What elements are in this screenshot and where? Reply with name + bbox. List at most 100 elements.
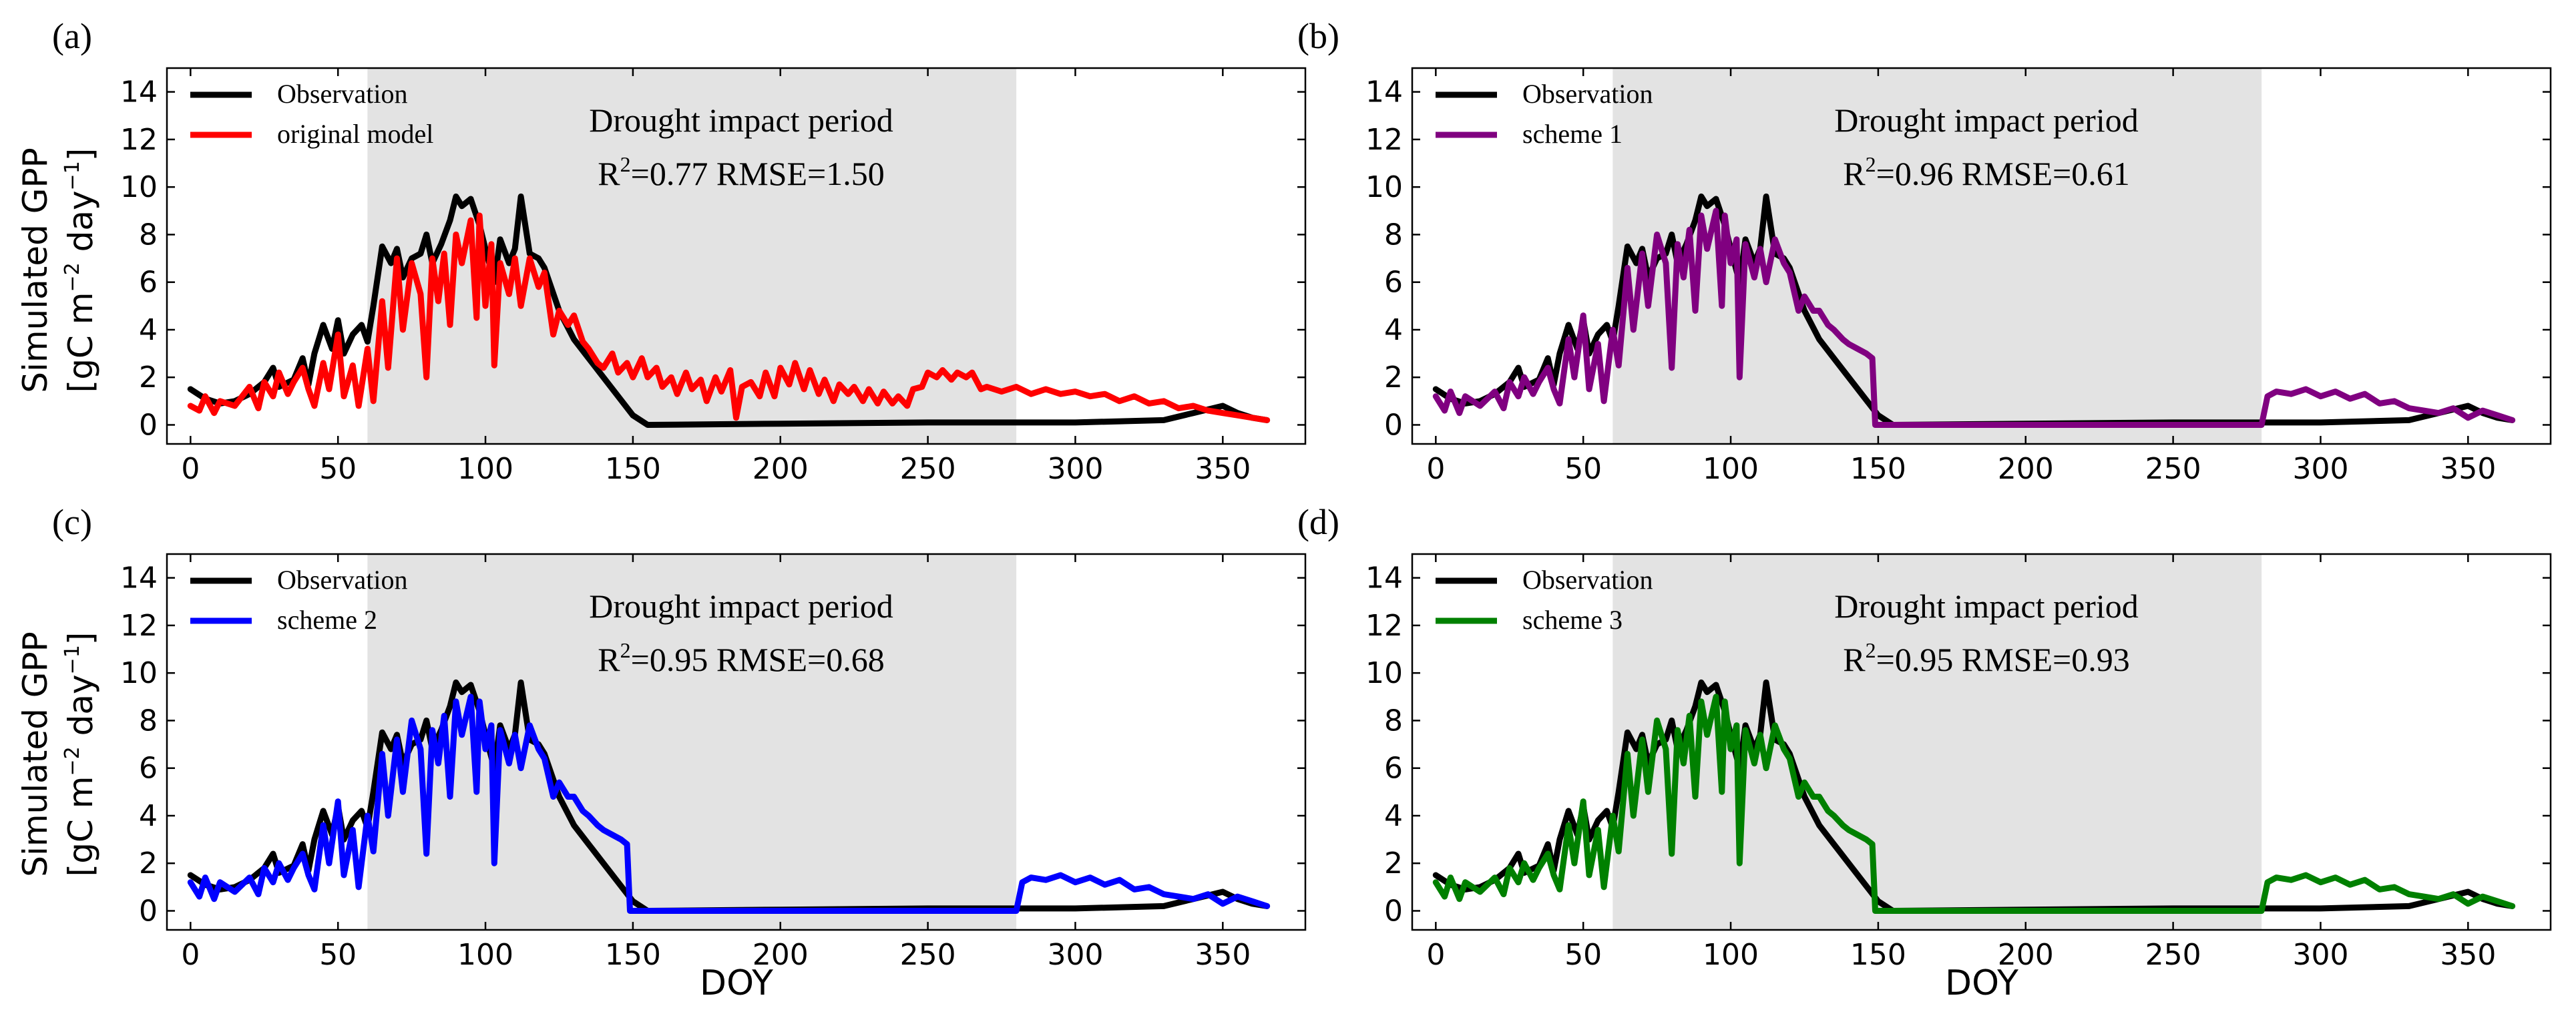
legend-label-model: scheme 2 bbox=[277, 605, 377, 635]
y-tick-label: 14 bbox=[1365, 561, 1403, 595]
series-model bbox=[1432, 208, 2516, 428]
panel-letter: (c) bbox=[52, 502, 92, 542]
y-tick-label: 8 bbox=[139, 704, 158, 738]
y-tick-label: 10 bbox=[120, 656, 158, 690]
annotation-title: Drought impact period bbox=[1834, 101, 2138, 139]
y-tick-label: 2 bbox=[1384, 360, 1403, 395]
plot-frame bbox=[1411, 67, 2552, 445]
x-tick-label: 0 bbox=[1426, 938, 1445, 972]
y-tick-label: 10 bbox=[1365, 656, 1403, 690]
figure-ylabel-bottom: Simulated GPP [gC m−2 day−1] bbox=[16, 631, 100, 877]
y-tick-label: 10 bbox=[120, 170, 158, 204]
y-tick-label: 2 bbox=[1384, 846, 1403, 880]
annotation-title: Drought impact period bbox=[589, 587, 893, 625]
y-tick-label: 6 bbox=[1384, 752, 1403, 786]
x-tick-label: 100 bbox=[457, 938, 513, 972]
series-model bbox=[187, 212, 1271, 423]
legend-label-model: original model bbox=[277, 119, 433, 149]
x-tick-label: 50 bbox=[1564, 452, 1602, 486]
y-tick-label: 4 bbox=[1384, 313, 1403, 347]
x-tick-label: 200 bbox=[753, 938, 809, 972]
x-tick-label: 150 bbox=[605, 452, 661, 486]
y-tick-label: 14 bbox=[120, 75, 158, 109]
y-tick-label: 0 bbox=[139, 894, 158, 928]
y-tick-label: 4 bbox=[139, 799, 158, 833]
y-tick-label: 4 bbox=[139, 313, 158, 347]
x-tick-label: 150 bbox=[1850, 452, 1906, 486]
x-tick-label: 100 bbox=[457, 452, 513, 486]
x-tick-label: 50 bbox=[319, 452, 357, 486]
annotation-stats: R2=0.77 RMSE=1.50 bbox=[598, 152, 884, 192]
panel-letter: (b) bbox=[1297, 16, 1339, 56]
y-tick-label: 12 bbox=[120, 609, 158, 643]
plot-frame bbox=[166, 67, 1307, 445]
x-tick-label: 250 bbox=[900, 452, 956, 486]
annotation-title: Drought impact period bbox=[589, 101, 893, 139]
x-tick-label: 150 bbox=[605, 938, 661, 972]
panel-d: 0 50 100 150 200 250 300 350 0 2 4 6 8 10 12 14 (d) Obser… bbox=[1297, 502, 2552, 972]
y-tick-label: 8 bbox=[1384, 704, 1403, 738]
y-tick-label: 6 bbox=[139, 752, 158, 786]
legend-label-model: scheme 1 bbox=[1522, 119, 1623, 149]
panel-a: 0 50 100 150 200 250 300 350 0 2 4 6 8 10 12 14 (a) Obser… bbox=[52, 16, 1307, 486]
x-tick-label: 50 bbox=[319, 938, 357, 972]
y-tick-label: 6 bbox=[1384, 266, 1403, 300]
xlabel-right: DOY bbox=[1945, 963, 2018, 1003]
y-tick-label: 0 bbox=[1384, 894, 1403, 928]
y-tick-label: 10 bbox=[1365, 170, 1403, 204]
y-tick-label: 6 bbox=[139, 266, 158, 300]
y-tick-label: 0 bbox=[139, 408, 158, 442]
plot-frame bbox=[166, 553, 1307, 931]
y-tick-label: 4 bbox=[1384, 799, 1403, 833]
plot-frame bbox=[1411, 553, 2552, 931]
y-tick-label: 2 bbox=[139, 846, 158, 880]
figure-ylabel-top: Simulated GPP [gC m−2 day−1] bbox=[16, 148, 100, 393]
x-tick-label: 50 bbox=[1564, 938, 1602, 972]
annotation-stats: R2=0.96 RMSE=0.61 bbox=[1843, 152, 2129, 192]
x-tick-label: 250 bbox=[900, 938, 956, 972]
annotation-stats: R2=0.95 RMSE=0.93 bbox=[1843, 638, 2129, 678]
x-tick-label: 0 bbox=[181, 452, 200, 486]
y-tick-label: 14 bbox=[120, 561, 158, 595]
x-tick-label: 250 bbox=[2145, 452, 2201, 486]
x-tick-label: 200 bbox=[1998, 452, 2054, 486]
y-tick-label: 8 bbox=[139, 218, 158, 252]
x-tick-label: 0 bbox=[1426, 452, 1445, 486]
x-tick-label: 350 bbox=[1195, 452, 1251, 486]
x-tick-label: 0 bbox=[181, 938, 200, 972]
x-tick-label: 150 bbox=[1850, 938, 1906, 972]
y-tick-label: 8 bbox=[1384, 218, 1403, 252]
x-tick-label: 300 bbox=[1047, 452, 1103, 486]
y-tick-label: 12 bbox=[1365, 609, 1403, 643]
panel-b: 0 50 100 150 200 250 300 350 0 2 4 6 8 10 12 14 (b) Obser… bbox=[1297, 16, 2552, 486]
panel-letter: (a) bbox=[52, 16, 92, 56]
ylabel-line1: Simulated GPP bbox=[16, 148, 55, 393]
series-model bbox=[1432, 694, 2516, 914]
legend-label-observation: Observation bbox=[277, 79, 408, 109]
legend-label-model: scheme 3 bbox=[1522, 605, 1623, 635]
y-tick-label: 0 bbox=[1384, 408, 1403, 442]
y-tick-label: 12 bbox=[120, 123, 158, 157]
x-tick-label: 250 bbox=[2145, 938, 2201, 972]
legend-label-observation: Observation bbox=[1522, 79, 1653, 109]
ylabel-line1: Simulated GPP bbox=[16, 631, 55, 877]
x-tick-label: 300 bbox=[2292, 938, 2348, 972]
x-tick-label: 100 bbox=[1703, 452, 1759, 486]
legend-label-observation: Observation bbox=[277, 565, 408, 595]
x-tick-label: 350 bbox=[1195, 938, 1251, 972]
y-tick-label: 14 bbox=[1365, 75, 1403, 109]
x-tick-label: 200 bbox=[1998, 938, 2054, 972]
x-tick-label: 350 bbox=[2440, 938, 2496, 972]
legend-label-observation: Observation bbox=[1522, 565, 1653, 595]
xlabel-left: DOY bbox=[700, 963, 773, 1003]
ylabel-line2: [gC m−2 day−1] bbox=[61, 148, 100, 393]
x-tick-label: 200 bbox=[753, 452, 809, 486]
y-tick-label: 2 bbox=[139, 360, 158, 395]
x-tick-label: 300 bbox=[2292, 452, 2348, 486]
series-model bbox=[187, 694, 1271, 914]
x-tick-label: 100 bbox=[1703, 938, 1759, 972]
y-tick-label: 12 bbox=[1365, 123, 1403, 157]
panel-letter: (d) bbox=[1297, 502, 1339, 542]
annotation-stats: R2=0.95 RMSE=0.68 bbox=[598, 638, 884, 678]
